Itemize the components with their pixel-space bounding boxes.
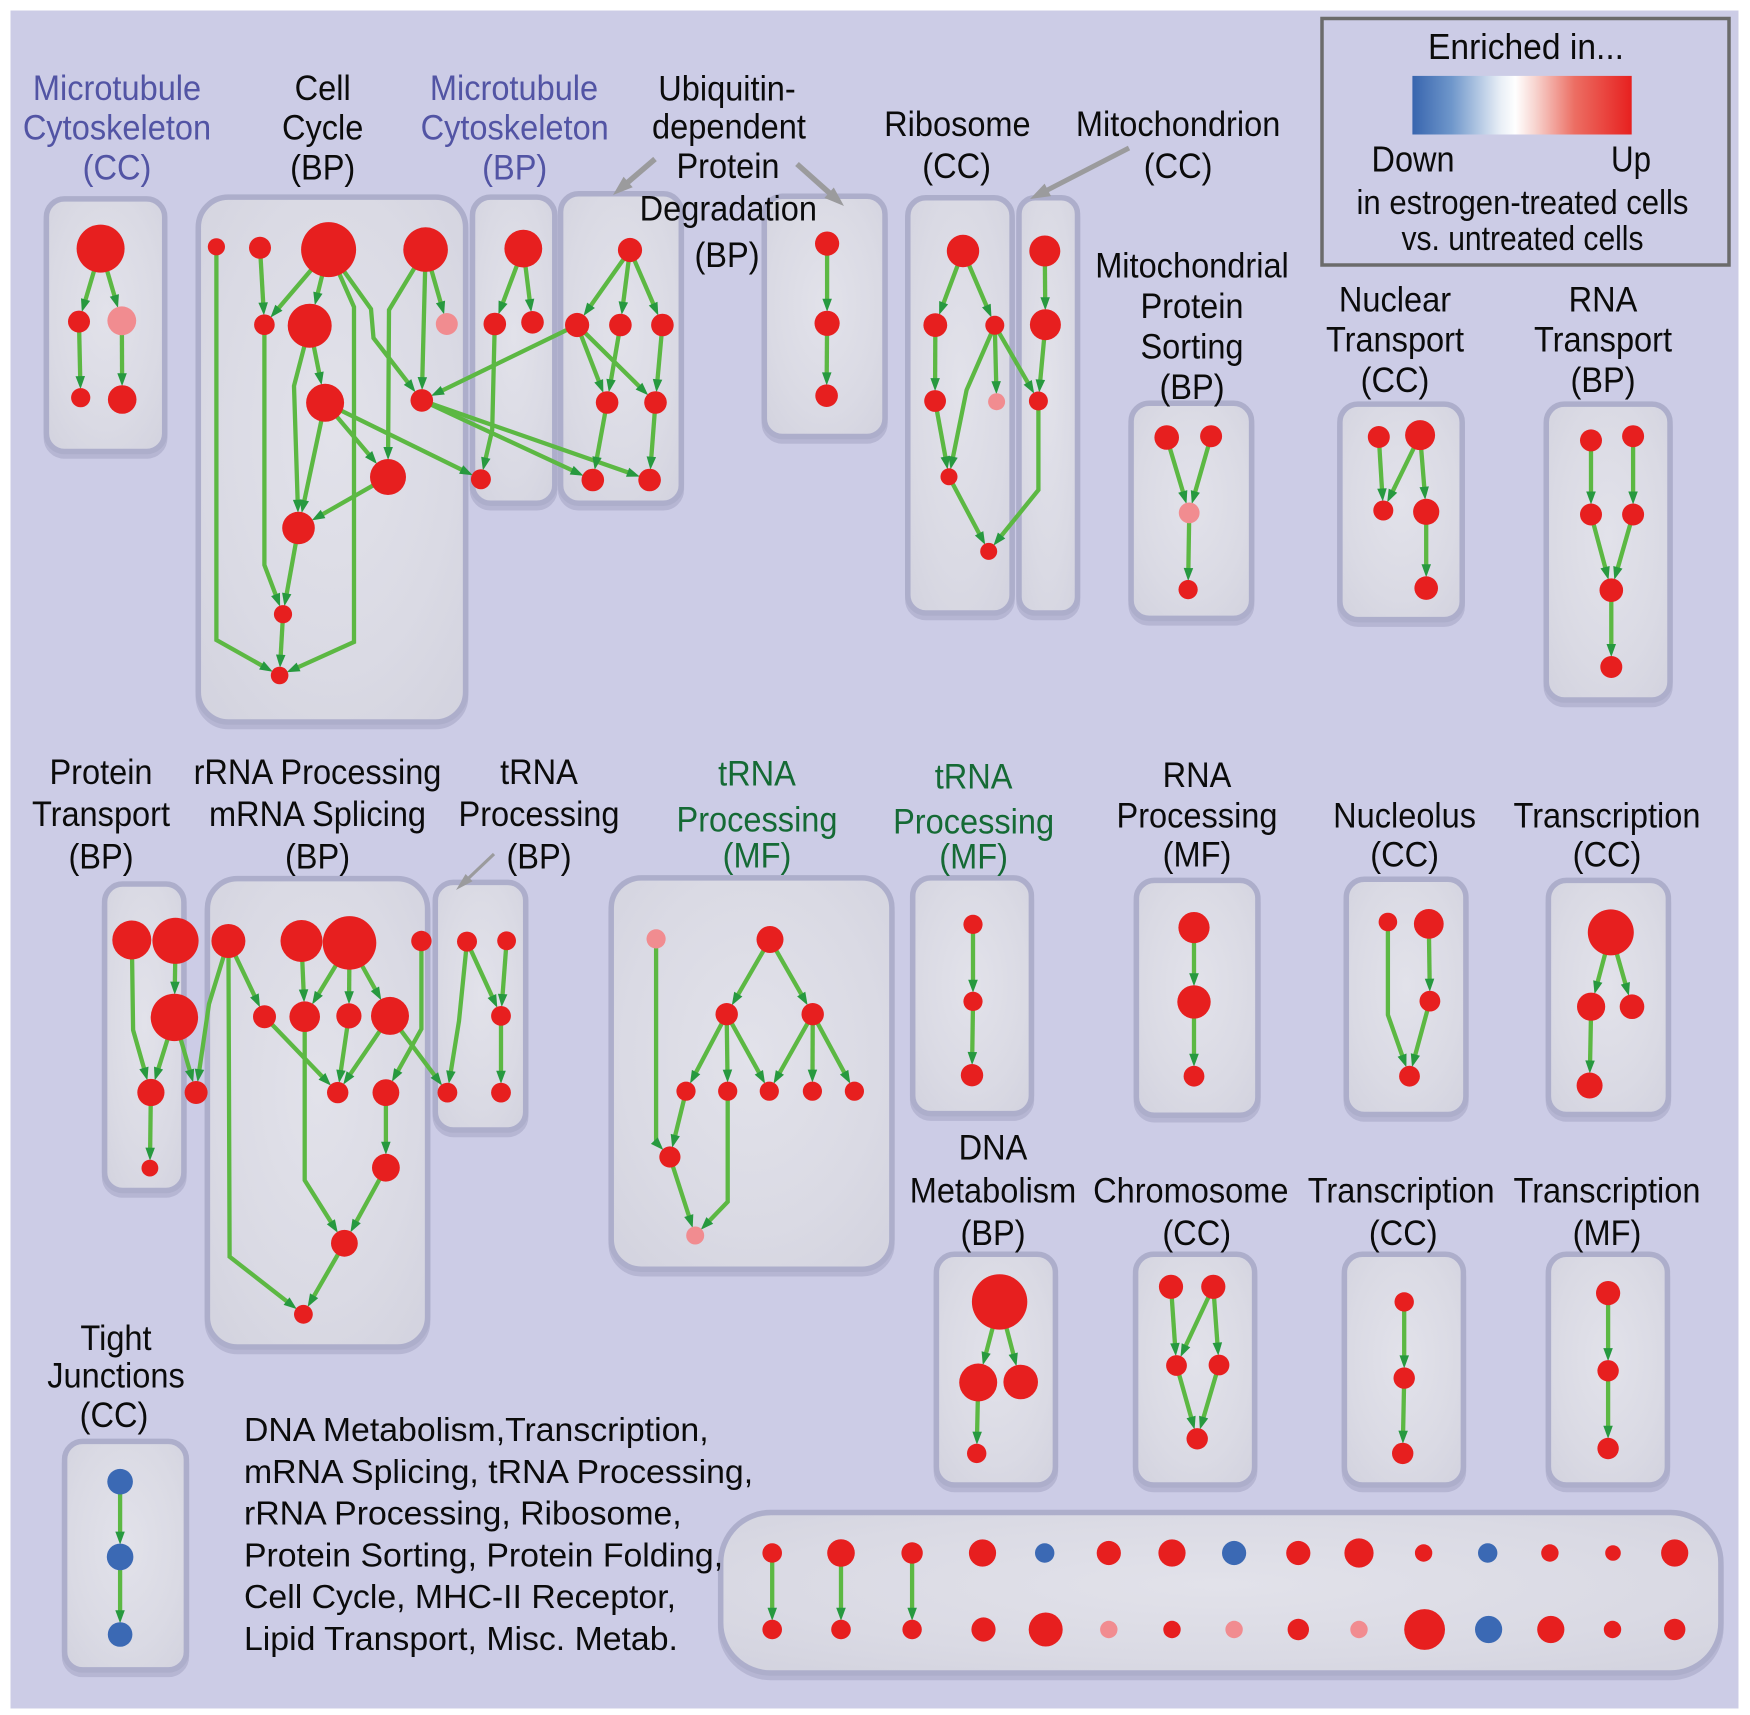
svg-text:(MF): (MF): [1573, 1214, 1642, 1253]
svg-text:Mitochondrion: Mitochondrion: [1076, 105, 1281, 144]
svg-text:(MF): (MF): [939, 838, 1008, 877]
svg-text:Microtubule: Microtubule: [33, 69, 201, 108]
svg-text:Junctions: Junctions: [47, 1357, 185, 1396]
svg-text:Transport: Transport: [1326, 321, 1464, 360]
svg-text:Mitochondrial: Mitochondrial: [1095, 247, 1289, 286]
svg-text:in estrogen-treated cells: in estrogen-treated cells: [1357, 184, 1689, 222]
svg-text:Transcription: Transcription: [1514, 1172, 1701, 1211]
svg-text:Metabolism: Metabolism: [910, 1172, 1076, 1211]
svg-text:vs. untreated cells: vs. untreated cells: [1402, 220, 1644, 258]
svg-text:(BP): (BP): [1159, 368, 1224, 407]
svg-text:RNA: RNA: [1163, 756, 1232, 795]
svg-text:Nucleolus: Nucleolus: [1333, 797, 1476, 836]
svg-text:(BP): (BP): [506, 838, 571, 877]
svg-text:Cycle: Cycle: [282, 109, 363, 148]
svg-text:Lipid Transport, Misc. Metab.: Lipid Transport, Misc. Metab.: [244, 1621, 678, 1658]
svg-text:(CC): (CC): [922, 147, 991, 186]
svg-text:Cell: Cell: [295, 69, 351, 108]
svg-text:(BP): (BP): [68, 838, 133, 877]
svg-text:(CC): (CC): [1361, 361, 1430, 400]
svg-text:Processing: Processing: [459, 795, 620, 834]
svg-text:Nuclear: Nuclear: [1339, 281, 1452, 320]
svg-text:rRNA Processing: rRNA Processing: [194, 753, 442, 792]
svg-text:Tight: Tight: [80, 1319, 151, 1358]
svg-text:(BP): (BP): [285, 838, 350, 877]
svg-text:Degradation: Degradation: [640, 189, 817, 228]
svg-text:Processing: Processing: [677, 801, 838, 840]
svg-text:(CC): (CC): [1369, 1214, 1438, 1253]
svg-text:Down: Down: [1372, 138, 1455, 179]
svg-text:Enriched in...: Enriched in...: [1428, 26, 1624, 67]
svg-text:Chromosome: Chromosome: [1093, 1172, 1288, 1211]
svg-text:Cytoskeleton: Cytoskeleton: [23, 109, 211, 148]
svg-text:DNA Metabolism,Transcription,: DNA Metabolism,Transcription,: [244, 1412, 709, 1449]
svg-text:Transcription: Transcription: [1514, 797, 1701, 836]
svg-text:RNA: RNA: [1569, 281, 1638, 320]
svg-text:Cytoskeleton: Cytoskeleton: [421, 109, 609, 148]
svg-text:Processing: Processing: [893, 803, 1054, 842]
svg-text:Sorting: Sorting: [1140, 328, 1243, 367]
svg-text:Protein Sorting, Protein Foldi: Protein Sorting, Protein Folding,: [244, 1537, 723, 1574]
svg-text:(CC): (CC): [1162, 1214, 1231, 1253]
svg-text:Transport: Transport: [32, 795, 170, 834]
svg-text:(MF): (MF): [1163, 836, 1232, 875]
svg-text:rRNA Processing, Ribosome,: rRNA Processing, Ribosome,: [244, 1496, 682, 1533]
svg-text:tRNA: tRNA: [935, 758, 1013, 797]
svg-text:Up: Up: [1611, 138, 1651, 179]
svg-text:mRNA Splicing: mRNA Splicing: [209, 795, 426, 834]
svg-text:Microtubule: Microtubule: [430, 69, 598, 108]
svg-text:Ribosome: Ribosome: [884, 105, 1031, 144]
svg-text:(BP): (BP): [290, 149, 355, 188]
svg-text:Protein: Protein: [1140, 287, 1243, 326]
svg-text:Processing: Processing: [1117, 797, 1278, 836]
svg-text:mRNA Splicing, tRNA Processing: mRNA Splicing, tRNA Processing,: [244, 1454, 753, 1491]
svg-text:Transcription: Transcription: [1308, 1172, 1495, 1211]
svg-text:(CC): (CC): [1573, 836, 1642, 875]
svg-text:(BP): (BP): [1570, 361, 1635, 400]
svg-text:Protein: Protein: [676, 147, 779, 186]
svg-text:Protein: Protein: [49, 753, 152, 792]
svg-text:tRNA: tRNA: [500, 753, 578, 792]
svg-text:(CC): (CC): [1370, 836, 1439, 875]
svg-text:(MF): (MF): [723, 837, 792, 876]
svg-text:(CC): (CC): [83, 149, 152, 188]
svg-text:Ubiquitin-: Ubiquitin-: [658, 69, 796, 108]
svg-text:(BP): (BP): [960, 1214, 1025, 1253]
svg-text:DNA: DNA: [959, 1129, 1028, 1168]
svg-text:(BP): (BP): [482, 149, 547, 188]
svg-text:(CC): (CC): [80, 1396, 149, 1435]
svg-text:dependent: dependent: [652, 107, 806, 146]
svg-text:Cell Cycle, MHC-II Receptor,: Cell Cycle, MHC-II Receptor,: [244, 1579, 676, 1616]
svg-text:(BP): (BP): [694, 236, 759, 275]
svg-text:tRNA: tRNA: [718, 755, 796, 794]
svg-text:(CC): (CC): [1144, 147, 1213, 186]
svg-text:Transport: Transport: [1534, 321, 1672, 360]
